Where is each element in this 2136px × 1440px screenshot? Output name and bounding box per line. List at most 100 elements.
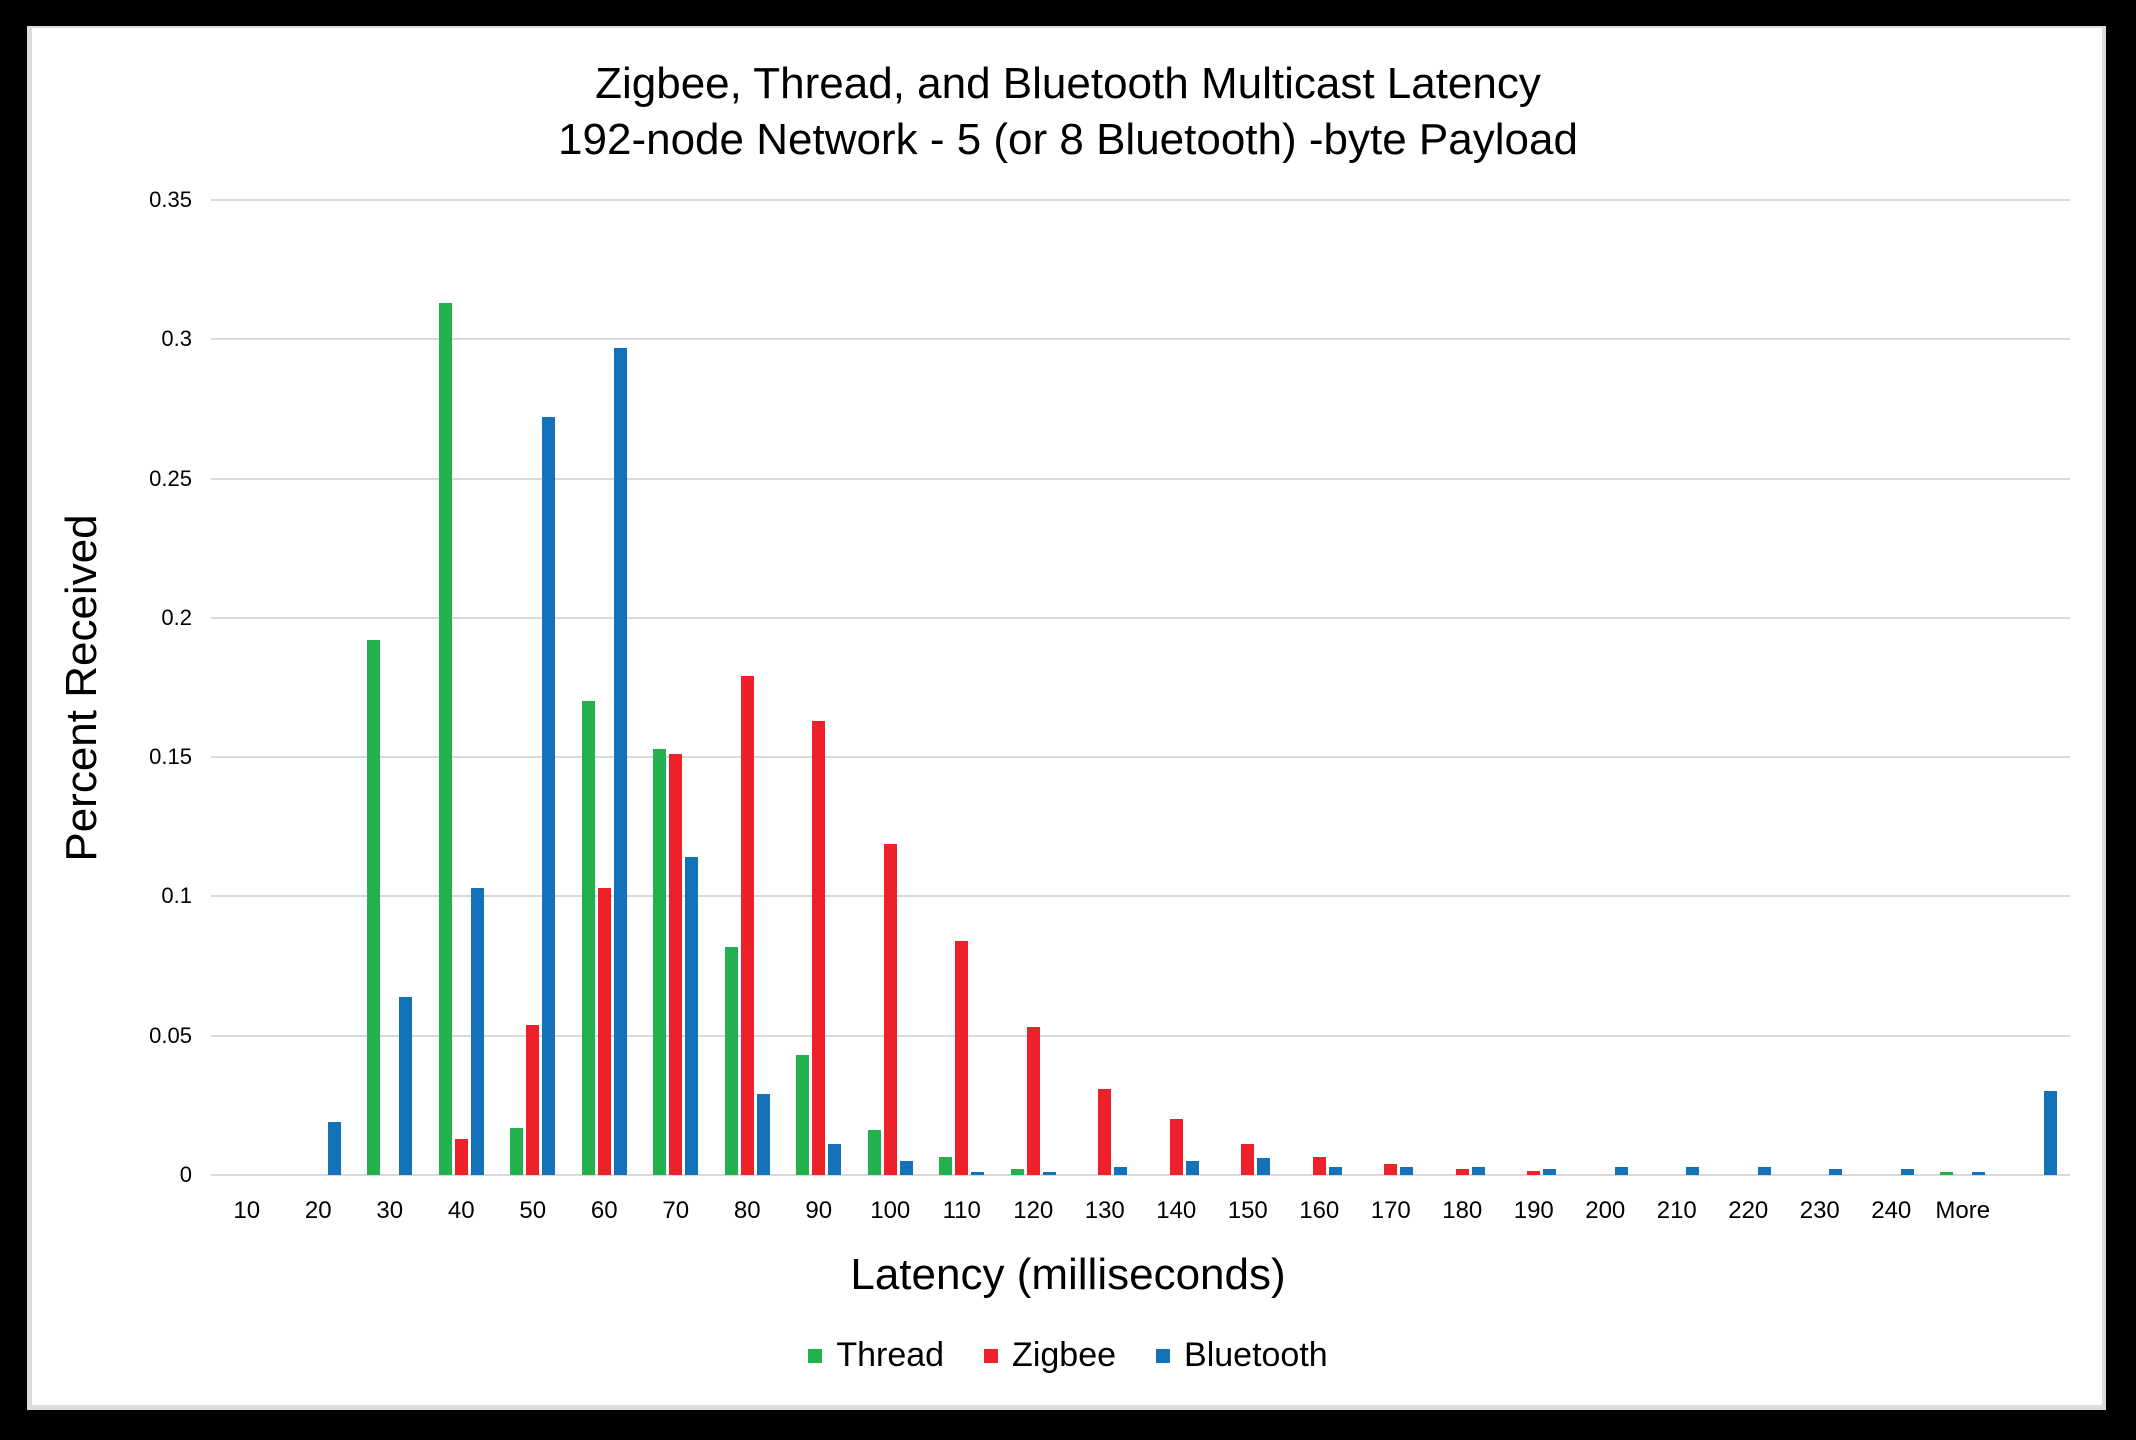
x-tick-label: 190 [1513, 1197, 1554, 1224]
bar-zigbee[interactable] [812, 720, 826, 1175]
bar-bluetooth[interactable] [399, 996, 413, 1175]
bar-thread[interactable] [510, 1127, 524, 1175]
x-tick-label: 60 [590, 1197, 618, 1224]
chart-frame [27, 26, 2106, 1410]
bar-zigbee[interactable] [1527, 1170, 1541, 1175]
bar-thread[interactable] [724, 946, 738, 1175]
bar-zigbee[interactable] [526, 1024, 540, 1175]
bar-bluetooth[interactable] [1614, 1166, 1628, 1175]
bar-thread[interactable] [939, 1156, 953, 1175]
gridline [211, 756, 2070, 759]
bar-zigbee[interactable] [1026, 1027, 1040, 1175]
bar-bluetooth[interactable] [1757, 1166, 1771, 1175]
bar-bluetooth[interactable] [685, 857, 699, 1175]
x-tick-label: 70 [662, 1197, 690, 1224]
bar-zigbee[interactable] [1098, 1088, 1112, 1175]
zigbee-swatch-icon [984, 1348, 999, 1363]
x-tick-label: 100 [870, 1197, 911, 1224]
x-tick-label: 30 [376, 1197, 404, 1224]
bar-bluetooth[interactable] [756, 1094, 770, 1175]
legend-label: Zigbee [1012, 1336, 1117, 1374]
bar-bluetooth[interactable] [542, 417, 556, 1175]
bar-zigbee[interactable] [740, 676, 754, 1175]
bar-bluetooth[interactable] [828, 1144, 842, 1175]
gridline [211, 477, 2070, 480]
bar-zigbee[interactable] [1169, 1119, 1183, 1175]
bar-bluetooth[interactable] [1972, 1172, 1986, 1175]
y-axis-title: Percent Received [57, 514, 106, 862]
bar-thread[interactable] [438, 303, 452, 1175]
y-tick-label: 0.25 [149, 465, 192, 491]
bar-zigbee[interactable] [597, 888, 611, 1175]
gridline [211, 616, 2070, 619]
x-tick-label: 210 [1656, 1197, 1697, 1224]
bar-bluetooth[interactable] [1400, 1166, 1414, 1175]
thread-swatch-icon [808, 1348, 823, 1363]
bar-bluetooth[interactable] [327, 1122, 341, 1175]
x-tick-label: 120 [1013, 1197, 1054, 1224]
x-tick-label: 130 [1084, 1197, 1125, 1224]
legend: Thread Zigbee Bluetooth [0, 1336, 2136, 1375]
gridline [211, 199, 2070, 201]
y-tick-label: 0.35 [149, 187, 192, 212]
bar-zigbee[interactable] [955, 941, 969, 1175]
x-tick-label: More [1935, 1197, 1991, 1224]
y-tick-label: 0 [179, 1162, 192, 1187]
bar-zigbee[interactable] [1384, 1163, 1398, 1175]
bar-thread[interactable] [1010, 1169, 1024, 1175]
bar-bluetooth[interactable] [1328, 1166, 1342, 1175]
bar-zigbee[interactable] [1241, 1144, 1255, 1175]
x-tick-label: 80 [733, 1197, 761, 1224]
legend-item-thread[interactable]: Thread [808, 1336, 944, 1375]
bar-bluetooth[interactable] [1900, 1169, 1914, 1175]
bar-bluetooth[interactable] [1042, 1172, 1056, 1175]
y-tick-label: 0.2 [161, 604, 192, 630]
gridline [211, 895, 2070, 898]
bar-bluetooth[interactable] [1185, 1161, 1199, 1175]
legend-item-bluetooth[interactable]: Bluetooth [1156, 1336, 1328, 1375]
bar-bluetooth[interactable] [1829, 1169, 1843, 1175]
bar-thread[interactable] [1940, 1171, 1954, 1175]
chart-title: Zigbee, Thread, and Bluetooth Multicast … [595, 59, 1541, 108]
bar-zigbee[interactable] [883, 843, 897, 1175]
bar-thread[interactable] [367, 640, 381, 1175]
x-axis-title: Latency (milliseconds) [850, 1250, 1286, 1299]
x-tick-label: 230 [1799, 1197, 1840, 1224]
bar-thread[interactable] [653, 748, 667, 1175]
x-tick-label: 40 [447, 1197, 475, 1224]
bar-zigbee[interactable] [454, 1138, 468, 1175]
bar-thread[interactable] [867, 1130, 881, 1175]
bar-bluetooth[interactable] [1471, 1166, 1485, 1175]
legend-label: Bluetooth [1184, 1336, 1328, 1374]
bar-thread[interactable] [796, 1055, 810, 1175]
bar-thread[interactable] [581, 701, 595, 1175]
x-tick-label: 150 [1227, 1197, 1268, 1224]
x-tick-label: 170 [1370, 1197, 1411, 1224]
gridline [211, 1034, 2070, 1037]
x-tick-label: 10 [233, 1197, 261, 1224]
bar-bluetooth[interactable] [2043, 1091, 2057, 1175]
legend-item-zigbee[interactable]: Zigbee [984, 1336, 1116, 1375]
bar-zigbee[interactable] [1312, 1156, 1326, 1175]
bar-bluetooth[interactable] [470, 888, 484, 1175]
x-tick-label: 240 [1871, 1197, 1912, 1224]
gridline [211, 338, 2070, 341]
bar-bluetooth[interactable] [1686, 1166, 1700, 1175]
bar-bluetooth[interactable] [1114, 1166, 1128, 1175]
x-tick-label: 110 [942, 1197, 981, 1224]
bar-bluetooth[interactable] [971, 1172, 985, 1175]
bar-zigbee[interactable] [1455, 1169, 1469, 1175]
y-tick-label: 0.05 [149, 1022, 192, 1048]
gridline [211, 1174, 2070, 1176]
y-tick-label: 0.3 [161, 326, 192, 352]
y-tick-label: 0.15 [149, 744, 192, 770]
bar-zigbee[interactable] [669, 754, 683, 1175]
bar-bluetooth[interactable] [1543, 1169, 1557, 1175]
x-tick-label: 90 [805, 1197, 833, 1224]
bar-bluetooth[interactable] [613, 347, 627, 1175]
x-tick-label: 200 [1585, 1197, 1626, 1224]
x-tick-label: 50 [519, 1197, 547, 1224]
bar-bluetooth[interactable] [899, 1161, 913, 1175]
chart-subtitle: 192-node Network - 5 (or 8 Bluetooth) -b… [558, 115, 1578, 164]
bar-bluetooth[interactable] [1257, 1158, 1271, 1175]
